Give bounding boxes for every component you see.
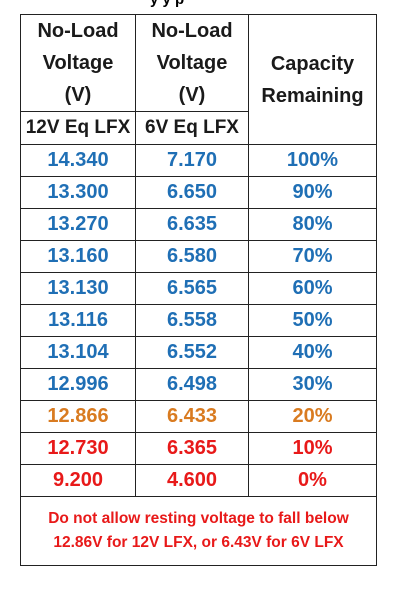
table-row: 13.116 6.558 50% bbox=[20, 304, 377, 337]
table-row: 12.866 6.433 20% bbox=[20, 400, 377, 433]
voltage-6v-cell: 6.635 bbox=[135, 208, 249, 241]
header-line: Remaining bbox=[261, 84, 364, 107]
voltage-6v-cell: 7.170 bbox=[135, 144, 249, 177]
capacity-cell: 10% bbox=[248, 432, 377, 465]
header-line: No-Load bbox=[37, 20, 119, 42]
header-line: Capacity bbox=[270, 52, 355, 75]
capacity-cell: 80% bbox=[248, 208, 377, 241]
subheader-6v: 6V Eq LFX bbox=[135, 111, 249, 145]
voltage-6v-cell: 6.580 bbox=[135, 240, 249, 273]
voltage-6v-cell: 4.600 bbox=[135, 464, 249, 497]
table-row: 9.200 4.600 0% bbox=[20, 464, 377, 497]
voltage-capacity-table: No-Load Voltage (V) No-Load Voltage (V) … bbox=[20, 14, 377, 566]
voltage-12v-cell: 14.340 bbox=[20, 144, 136, 177]
header-line: (V) bbox=[64, 84, 92, 106]
header-line: No-Load bbox=[151, 20, 233, 42]
table-row: 14.340 7.170 100% bbox=[20, 144, 377, 177]
header-capacity: Capacity Remaining bbox=[248, 14, 377, 145]
table-row: 12.730 6.365 10% bbox=[20, 432, 377, 465]
voltage-12v-cell: 12.866 bbox=[20, 400, 136, 433]
voltage-12v-cell: 9.200 bbox=[20, 464, 136, 497]
table-row: 12.996 6.498 30% bbox=[20, 368, 377, 401]
voltage-6v-cell: 6.565 bbox=[135, 272, 249, 305]
clipped-title-strip: y y p bbox=[0, 0, 402, 10]
capacity-cell: 20% bbox=[248, 400, 377, 433]
header-voltage-12v: No-Load Voltage (V) bbox=[20, 14, 136, 112]
voltage-6v-cell: 6.650 bbox=[135, 176, 249, 209]
note-line-1: Do not allow resting voltage to fall bel… bbox=[48, 510, 349, 527]
voltage-12v-cell: 13.116 bbox=[20, 304, 136, 337]
voltage-6v-cell: 6.433 bbox=[135, 400, 249, 433]
voltage-12v-cell: 13.130 bbox=[20, 272, 136, 305]
header-line: Voltage bbox=[156, 52, 228, 74]
capacity-cell: 70% bbox=[248, 240, 377, 273]
header-row: No-Load Voltage (V) No-Load Voltage (V) … bbox=[20, 14, 377, 145]
capacity-cell: 0% bbox=[248, 464, 377, 497]
voltage-6v-cell: 6.498 bbox=[135, 368, 249, 401]
note-row: Do not allow resting voltage to fall bel… bbox=[20, 496, 377, 566]
header-line: (V) bbox=[178, 84, 206, 106]
table-row: 13.104 6.552 40% bbox=[20, 336, 377, 369]
voltage-6v-cell: 6.558 bbox=[135, 304, 249, 337]
voltage-12v-cell: 13.300 bbox=[20, 176, 136, 209]
capacity-cell: 90% bbox=[248, 176, 377, 209]
capacity-cell: 30% bbox=[248, 368, 377, 401]
subheader-row: 12V Eq LFX 6V Eq LFX bbox=[20, 111, 377, 145]
voltage-6v-cell: 6.552 bbox=[135, 336, 249, 369]
subheader-12v: 12V Eq LFX bbox=[20, 111, 136, 145]
capacity-cell: 100% bbox=[248, 144, 377, 177]
table-row: 13.300 6.650 90% bbox=[20, 176, 377, 209]
voltage-12v-cell: 12.730 bbox=[20, 432, 136, 465]
table-row: 13.270 6.635 80% bbox=[20, 208, 377, 241]
capacity-cell: 60% bbox=[248, 272, 377, 305]
warning-note: Do not allow resting voltage to fall bel… bbox=[20, 496, 377, 566]
header-voltage-6v: No-Load Voltage (V) bbox=[135, 14, 249, 112]
voltage-12v-cell: 13.160 bbox=[20, 240, 136, 273]
voltage-12v-cell: 13.270 bbox=[20, 208, 136, 241]
voltage-12v-cell: 12.996 bbox=[20, 368, 136, 401]
capacity-cell: 40% bbox=[248, 336, 377, 369]
table-row: 13.160 6.580 70% bbox=[20, 240, 377, 273]
header-line: Voltage bbox=[42, 52, 114, 74]
voltage-6v-cell: 6.365 bbox=[135, 432, 249, 465]
capacity-cell: 50% bbox=[248, 304, 377, 337]
note-line-2: 12.86V for 12V LFX, or 6.43V for 6V LFX bbox=[53, 534, 344, 551]
table-body: 14.340 7.170 100% 13.300 6.650 90% 13.270 6.635… bbox=[20, 144, 377, 497]
voltage-12v-cell: 13.104 bbox=[20, 336, 136, 369]
table-row: 13.130 6.565 60% bbox=[20, 272, 377, 305]
clipped-title: y y p bbox=[150, 0, 184, 8]
